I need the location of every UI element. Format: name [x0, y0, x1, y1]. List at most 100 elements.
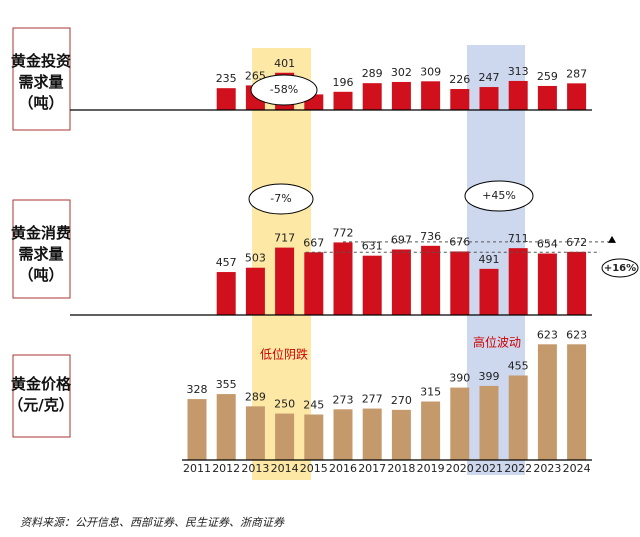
- x-tick-label: 2023: [533, 462, 561, 475]
- value-label: 273: [333, 393, 354, 406]
- bar: [362, 408, 382, 460]
- bar: [333, 409, 353, 460]
- arrow: [608, 235, 616, 243]
- value-label: 772: [333, 226, 354, 239]
- bar: [333, 91, 353, 110]
- value-label: 277: [362, 393, 383, 406]
- value-label: 226: [449, 73, 470, 86]
- x-tick-label: 2011: [183, 462, 211, 475]
- value-label: 245: [303, 399, 324, 412]
- panel-title: （元/克）: [8, 396, 73, 414]
- value-label: 654: [537, 238, 558, 251]
- bar: [567, 251, 587, 315]
- value-label: 631: [362, 240, 383, 253]
- bar: [216, 394, 236, 460]
- bar: [537, 85, 557, 110]
- value-label: 235: [216, 72, 237, 85]
- bar: [479, 385, 499, 460]
- bar: [275, 413, 295, 460]
- bar: [421, 81, 441, 110]
- x-tick-label: 2024: [563, 462, 591, 475]
- annotation: 高位波动: [473, 335, 521, 350]
- bar: [245, 267, 265, 315]
- x-tick-label: 2013: [241, 462, 269, 475]
- bar: [391, 409, 411, 460]
- bar: [304, 414, 324, 460]
- value-label: 667: [303, 236, 324, 249]
- value-label: 289: [245, 390, 266, 403]
- value-label: 315: [420, 386, 441, 399]
- value-label: 717: [274, 232, 295, 245]
- value-label: 250: [274, 398, 295, 411]
- annotation: 低位阴跌: [260, 347, 308, 362]
- bar: [537, 253, 557, 315]
- bar: [450, 387, 470, 460]
- bar: [479, 87, 499, 110]
- value-label: 196: [333, 76, 354, 89]
- bar: [537, 344, 557, 460]
- value-label: 736: [420, 230, 441, 243]
- value-label: 313: [508, 65, 529, 78]
- value-label: 355: [216, 378, 237, 391]
- bar: [508, 248, 528, 315]
- value-label: 711: [508, 232, 529, 245]
- bar: [450, 89, 470, 110]
- annotation-ellipse: [601, 258, 639, 278]
- x-tick-label: 2019: [417, 462, 445, 475]
- panel-title: 需求量: [18, 245, 63, 263]
- value-label: 455: [508, 360, 529, 373]
- value-label: 309: [420, 65, 441, 78]
- bar: [216, 272, 236, 315]
- bar: [216, 88, 236, 110]
- x-tick-label: 2018: [387, 462, 415, 475]
- annotation-ellipse: [248, 183, 314, 215]
- bar: [391, 249, 411, 315]
- x-tick-label: 2012: [212, 462, 240, 475]
- value-label: 401: [274, 57, 295, 70]
- bar: [508, 80, 528, 110]
- bar: [333, 242, 353, 315]
- panel-title: （吨）: [18, 266, 63, 284]
- bar: [421, 245, 441, 315]
- annotation: -58%: [270, 83, 298, 96]
- bar: [450, 251, 470, 315]
- bar: [567, 83, 587, 110]
- title-box: [12, 354, 71, 438]
- value-label: 289: [362, 67, 383, 80]
- title-box: [12, 27, 71, 131]
- bar: [421, 401, 441, 460]
- bar: [245, 406, 265, 460]
- panel-title: 黄金投资: [11, 52, 71, 70]
- panel-title: 需求量: [18, 73, 63, 91]
- title-box: [12, 199, 71, 299]
- bar: [508, 375, 528, 460]
- bar: [479, 268, 499, 315]
- bar: [304, 252, 324, 315]
- source: 资料来源：公开信息、西部证券、民生证券、浙商证券: [20, 516, 285, 529]
- value-label: 247: [479, 71, 500, 84]
- panel-title: 黄金消费: [11, 224, 71, 242]
- x-tick-label: 2021: [475, 462, 503, 475]
- panel-title: 黄金价格: [11, 375, 72, 393]
- value-label: 399: [479, 370, 500, 383]
- bar: [362, 255, 382, 315]
- value-label: 270: [391, 394, 412, 407]
- value-label: 457: [216, 256, 237, 269]
- bar: [275, 247, 295, 315]
- value-label: 259: [537, 70, 558, 83]
- x-tick-label: 2022: [504, 462, 532, 475]
- annotation: +45%: [482, 189, 516, 202]
- annotation: -7%: [270, 192, 291, 205]
- value-label: 623: [537, 328, 558, 341]
- x-tick-label: 2017: [358, 462, 386, 475]
- value-label: 328: [187, 383, 208, 396]
- bar: [362, 83, 382, 110]
- annotation: +16%: [604, 263, 636, 274]
- value-label: 287: [566, 67, 587, 80]
- value-label: 390: [449, 372, 470, 385]
- bar: [187, 399, 207, 460]
- x-tick-label: 2014: [271, 462, 299, 475]
- value-label: 302: [391, 66, 412, 79]
- value-label: 697: [391, 233, 412, 246]
